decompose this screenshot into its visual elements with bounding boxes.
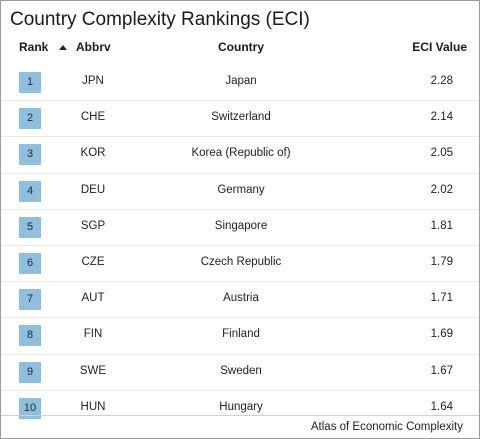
table-body: 1 JPN Japan 2.28 2 CHE Switzerland 2.14 … — [1, 65, 479, 426]
rank-badge: 3 — [19, 144, 41, 166]
table-header: Rank Abbrv Country ECI Value — [1, 37, 479, 59]
table-row[interactable]: 7 AUT Austria 1.71 — [1, 282, 479, 319]
source-credit: Atlas of Economic Complexity — [310, 421, 463, 433]
country-cell: Hungary — [219, 400, 263, 413]
abbr-cell: CHE — [80, 111, 106, 124]
eci-cell: 1.67 — [430, 364, 453, 377]
rank-badge: 6 — [19, 252, 41, 274]
column-header-abbrv[interactable]: Abbrv — [76, 40, 111, 54]
country-cell: Singapore — [214, 219, 268, 232]
abbr-cell: SWE — [79, 364, 107, 377]
eci-cell: 2.28 — [430, 75, 453, 87]
eci-cell: 1.71 — [430, 292, 453, 305]
country-cell: Japan — [225, 75, 257, 87]
rank-badge: 4 — [19, 180, 41, 202]
sort-ascending-icon[interactable] — [59, 45, 67, 50]
eci-cell: 1.79 — [430, 255, 453, 268]
abbr-cell: HUN — [80, 400, 106, 413]
country-cell: Czech Republic — [200, 255, 282, 268]
table-row[interactable]: 9 SWE Sweden 1.67 — [1, 355, 479, 391]
column-header-rank[interactable]: Rank — [19, 40, 49, 54]
table-row[interactable]: 10 HUN Hungary 1.64 — [1, 391, 479, 426]
eci-cell: 2.02 — [430, 183, 453, 196]
eci-cell: 2.14 — [430, 111, 453, 124]
table-row[interactable]: 6 CZE Czech Republic 1.79 — [1, 246, 479, 283]
table-row[interactable]: 5 SGP Singapore 1.81 — [1, 210, 479, 246]
abbr-cell: JPN — [82, 75, 104, 87]
country-cell: Finland — [222, 328, 260, 341]
rank-badge: 7 — [19, 289, 41, 311]
abbr-cell: DEU — [80, 183, 106, 196]
abbr-cell: CZE — [81, 255, 105, 268]
column-header-eci[interactable]: ECI Value — [412, 40, 467, 54]
eci-cell: 1.64 — [430, 400, 453, 413]
table-row[interactable]: 1 JPN Japan 2.28 — [1, 65, 479, 102]
table-row[interactable]: 3 KOR Korea (Republic of) 2.05 — [1, 137, 479, 174]
rank-badge: 8 — [19, 325, 41, 347]
table-row[interactable]: 2 CHE Switzerland 2.14 — [1, 101, 479, 138]
eci-cell: 1.81 — [430, 219, 453, 232]
rank-badge: 2 — [19, 108, 41, 130]
rank-badge: 1 — [19, 72, 41, 93]
rank-badge: 9 — [19, 361, 41, 383]
abbr-cell: FIN — [83, 328, 103, 341]
abbr-cell: KOR — [80, 147, 106, 160]
table-row[interactable]: 4 DEU Germany 2.02 — [1, 174, 479, 210]
column-header-country[interactable]: Country — [218, 40, 264, 54]
table-row[interactable]: 8 FIN Finland 1.69 — [1, 318, 479, 355]
rank-badge: 5 — [19, 216, 41, 238]
country-cell: Korea (Republic of) — [191, 147, 291, 160]
footer: Atlas of Economic Complexity — [1, 415, 479, 439]
country-cell: Switzerland — [211, 111, 271, 124]
abbr-cell: SGP — [80, 219, 106, 232]
country-cell: Germany — [217, 183, 265, 196]
rank-badge: 10 — [19, 397, 41, 419]
abbr-cell: AUT — [81, 292, 105, 305]
eci-cell: 1.69 — [430, 328, 453, 341]
country-cell: Austria — [223, 292, 259, 305]
page-title: Country Complexity Rankings (ECI) — [10, 9, 310, 30]
eci-cell: 2.05 — [430, 147, 453, 160]
country-cell: Sweden — [220, 364, 262, 377]
